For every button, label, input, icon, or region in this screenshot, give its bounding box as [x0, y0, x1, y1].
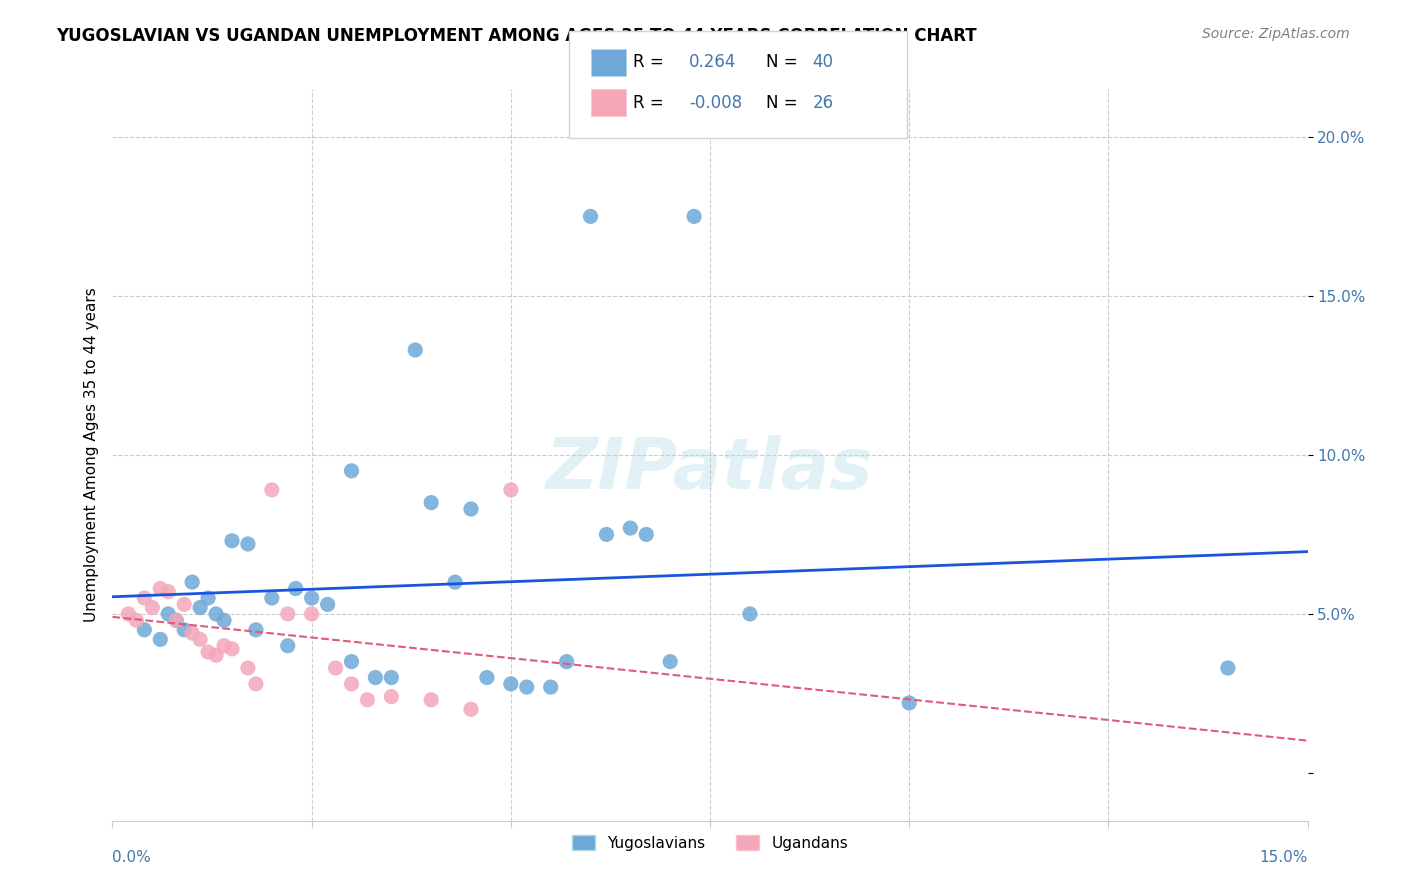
- Text: 0.264: 0.264: [689, 54, 737, 71]
- Point: [404, 343, 426, 357]
- Point: [165, 613, 187, 627]
- Point: [277, 607, 299, 621]
- Point: [181, 626, 204, 640]
- Point: [284, 582, 307, 596]
- Point: [212, 613, 235, 627]
- Text: N =: N =: [766, 54, 797, 71]
- Point: [380, 671, 402, 685]
- Point: [619, 521, 641, 535]
- Point: [149, 632, 172, 647]
- Point: [236, 661, 259, 675]
- Text: 40: 40: [813, 54, 834, 71]
- Point: [579, 210, 602, 224]
- Point: [260, 483, 283, 497]
- Point: [188, 632, 211, 647]
- Point: [205, 607, 228, 621]
- Point: [141, 600, 163, 615]
- Point: [316, 598, 339, 612]
- Point: [683, 210, 706, 224]
- Point: [277, 639, 299, 653]
- Point: [212, 639, 235, 653]
- Legend: Yugoslavians, Ugandans: Yugoslavians, Ugandans: [567, 829, 853, 857]
- Point: [157, 584, 180, 599]
- Point: [245, 623, 267, 637]
- Text: R =: R =: [633, 94, 664, 112]
- Text: 26: 26: [813, 94, 834, 112]
- Point: [420, 693, 443, 707]
- Point: [356, 693, 378, 707]
- Text: 15.0%: 15.0%: [1260, 850, 1308, 865]
- Point: [460, 702, 482, 716]
- Point: [460, 502, 482, 516]
- Text: R =: R =: [633, 54, 664, 71]
- Point: [499, 677, 522, 691]
- Text: ZIPatlas: ZIPatlas: [547, 435, 873, 504]
- Point: [516, 680, 538, 694]
- Point: [245, 677, 267, 691]
- Point: [325, 661, 347, 675]
- Point: [173, 623, 195, 637]
- Text: YUGOSLAVIAN VS UGANDAN UNEMPLOYMENT AMONG AGES 35 TO 44 YEARS CORRELATION CHART: YUGOSLAVIAN VS UGANDAN UNEMPLOYMENT AMON…: [56, 27, 977, 45]
- Text: -0.008: -0.008: [689, 94, 742, 112]
- Point: [1216, 661, 1239, 675]
- Point: [340, 464, 363, 478]
- Point: [380, 690, 402, 704]
- Point: [540, 680, 562, 694]
- Point: [444, 575, 467, 590]
- Point: [301, 591, 323, 605]
- Point: [221, 533, 243, 548]
- Point: [117, 607, 139, 621]
- Y-axis label: Unemployment Among Ages 35 to 44 years: Unemployment Among Ages 35 to 44 years: [83, 287, 98, 623]
- Point: [340, 677, 363, 691]
- Text: N =: N =: [766, 94, 797, 112]
- Point: [499, 483, 522, 497]
- Point: [188, 600, 211, 615]
- Point: [475, 671, 498, 685]
- Point: [134, 591, 156, 605]
- Point: [221, 641, 243, 656]
- Text: 0.0%: 0.0%: [112, 850, 152, 865]
- Point: [738, 607, 761, 621]
- Point: [165, 613, 187, 627]
- Point: [420, 495, 443, 509]
- Point: [659, 655, 682, 669]
- Point: [364, 671, 387, 685]
- Point: [197, 591, 219, 605]
- Point: [173, 598, 195, 612]
- Point: [340, 655, 363, 669]
- Point: [197, 645, 219, 659]
- Point: [149, 582, 172, 596]
- Point: [898, 696, 921, 710]
- Text: Source: ZipAtlas.com: Source: ZipAtlas.com: [1202, 27, 1350, 41]
- Point: [125, 613, 148, 627]
- Point: [301, 607, 323, 621]
- Point: [134, 623, 156, 637]
- Point: [236, 537, 259, 551]
- Point: [260, 591, 283, 605]
- Point: [205, 648, 228, 663]
- Point: [555, 655, 578, 669]
- Point: [157, 607, 180, 621]
- Point: [595, 527, 617, 541]
- Point: [636, 527, 658, 541]
- Point: [181, 575, 204, 590]
